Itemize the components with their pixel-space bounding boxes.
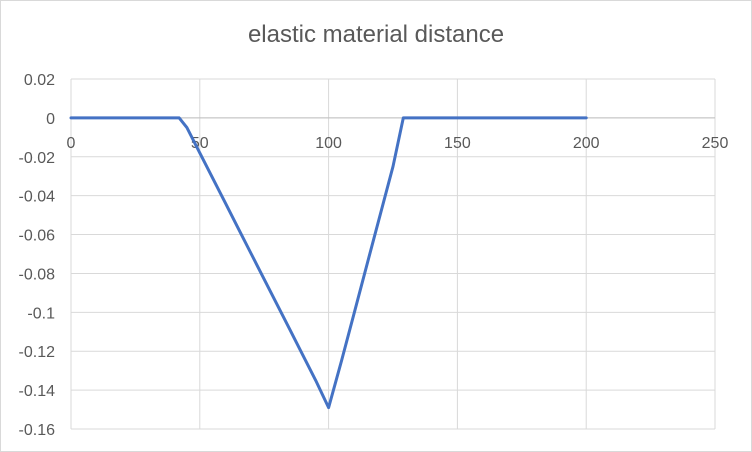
x-tick-label: 200	[573, 135, 600, 152]
x-tick-label: 250	[702, 135, 729, 152]
y-tick-label: -0.08	[19, 266, 56, 283]
y-tick-label: 0.02	[24, 72, 55, 89]
y-tick-label: -0.16	[19, 422, 56, 439]
x-tick-label: 0	[67, 135, 76, 152]
x-tick-label: 100	[315, 135, 342, 152]
y-tick-label: -0.06	[19, 228, 56, 245]
x-tick-label: 150	[444, 135, 471, 152]
y-tick-label: 0	[46, 111, 55, 128]
y-tick-label: -0.02	[19, 150, 56, 167]
series-line	[69, 116, 588, 410]
y-tick-label: -0.04	[19, 189, 56, 206]
y-tick-label: -0.1	[27, 305, 55, 322]
chart-title: elastic material distance	[247, 21, 505, 48]
x-tick-label: 50	[191, 135, 209, 152]
y-tick-label: -0.14	[19, 383, 56, 400]
y-tick-label: -0.12	[19, 344, 56, 361]
